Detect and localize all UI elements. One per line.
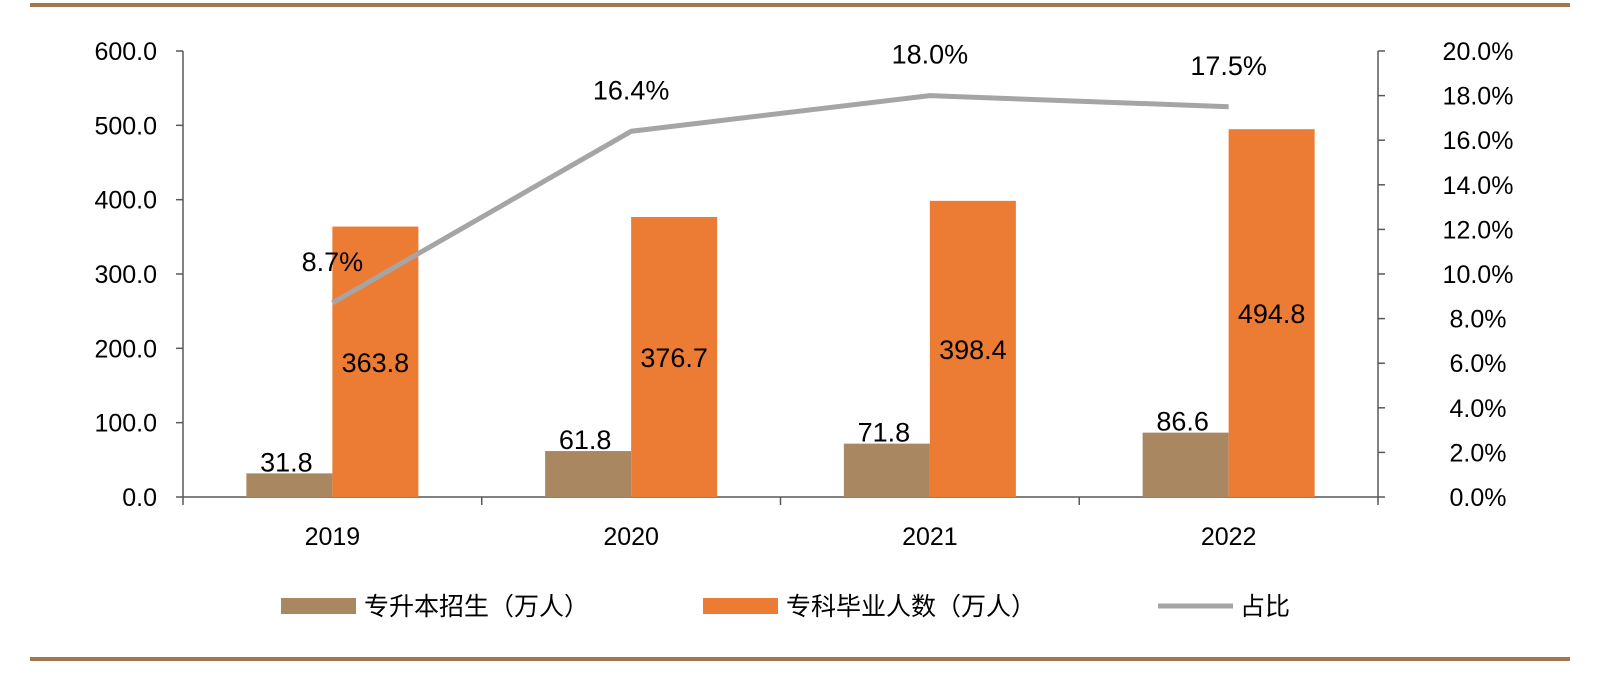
right-tick-label: 16.0% (1443, 127, 1514, 155)
x-tick-label: 2019 (305, 523, 361, 551)
left-tick-label: 100.0 (94, 410, 157, 438)
right-tick-label: 6.0% (1450, 350, 1507, 378)
ratio-value-label: 8.7% (302, 247, 364, 277)
graduates-value-label: 494.8 (1238, 299, 1306, 329)
left-tick-label: 400.0 (94, 187, 157, 215)
left-tick-label: 500.0 (94, 112, 157, 140)
right-tick-label: 18.0% (1443, 83, 1514, 111)
graduates-bar (929, 200, 1016, 497)
graduates-value-label: 398.4 (939, 335, 1007, 365)
enrollment-bar (246, 473, 333, 497)
enrollment-value-label: 31.8 (260, 447, 313, 477)
bars (246, 129, 1315, 498)
legend-label-graduates: 专科毕业人数（万人） (786, 592, 1036, 621)
graduates-bar (332, 226, 419, 498)
legend-label-ratio: 占比 (1240, 592, 1290, 621)
ratio-value-label: 16.4% (593, 75, 670, 105)
x-tick-label: 2020 (603, 523, 659, 551)
axes: 0.0 100.0 200.0 300.0 400.0 500.0 600.0 0.0% 2.0… (94, 38, 1513, 551)
ratio-value-label: 18.0% (892, 40, 969, 70)
right-tick-label: 4.0% (1450, 395, 1507, 423)
left-tick-label: 0.0 (122, 484, 157, 512)
ratio-series-line (331, 93, 1229, 306)
right-tick-label: 2.0% (1450, 439, 1507, 467)
left-tick-label: 300.0 (94, 261, 157, 289)
graduates-bar (631, 216, 718, 497)
enrollment-bar (843, 443, 930, 497)
enrollment-value-label: 61.8 (559, 425, 612, 455)
right-tick-label: 12.0% (1443, 216, 1514, 244)
enrollment-value-label: 86.6 (1156, 407, 1209, 437)
enrollment-bar (545, 451, 632, 497)
graduates-value-label: 363.8 (342, 348, 410, 378)
x-tick-label: 2022 (1201, 523, 1257, 551)
enrollment-value-label: 71.8 (858, 418, 911, 448)
data-labels: 31.8 363.8 61.8 376.7 71.8 398.4 86.6 494.8 8.7%… (260, 40, 1305, 478)
legend: 专升本招生（万人） 专科毕业人数（万人） 占比 (281, 592, 1290, 621)
legend-label-enrollment: 专升本招生（万人） (364, 592, 589, 621)
top-rule (30, 3, 1570, 7)
ratio-value-label: 17.5% (1190, 51, 1267, 81)
graduates-bar (1228, 129, 1315, 497)
right-tick-label: 0.0% (1450, 484, 1507, 512)
right-tick-label: 8.0% (1450, 306, 1507, 334)
ratio-line (331, 93, 1229, 306)
enrollment-bar (1142, 432, 1229, 497)
left-tick-label: 200.0 (94, 335, 157, 363)
legend-swatch-graduates (703, 598, 778, 614)
right-tick-label: 14.0% (1443, 172, 1514, 200)
graduates-value-label: 376.7 (640, 343, 708, 373)
right-tick-label: 10.0% (1443, 261, 1514, 289)
right-tick-label: 20.0% (1443, 38, 1514, 66)
x-tick-label: 2021 (902, 523, 958, 551)
bottom-rule (30, 657, 1570, 661)
left-tick-label: 600.0 (94, 38, 157, 66)
legend-swatch-enrollment (281, 598, 356, 614)
